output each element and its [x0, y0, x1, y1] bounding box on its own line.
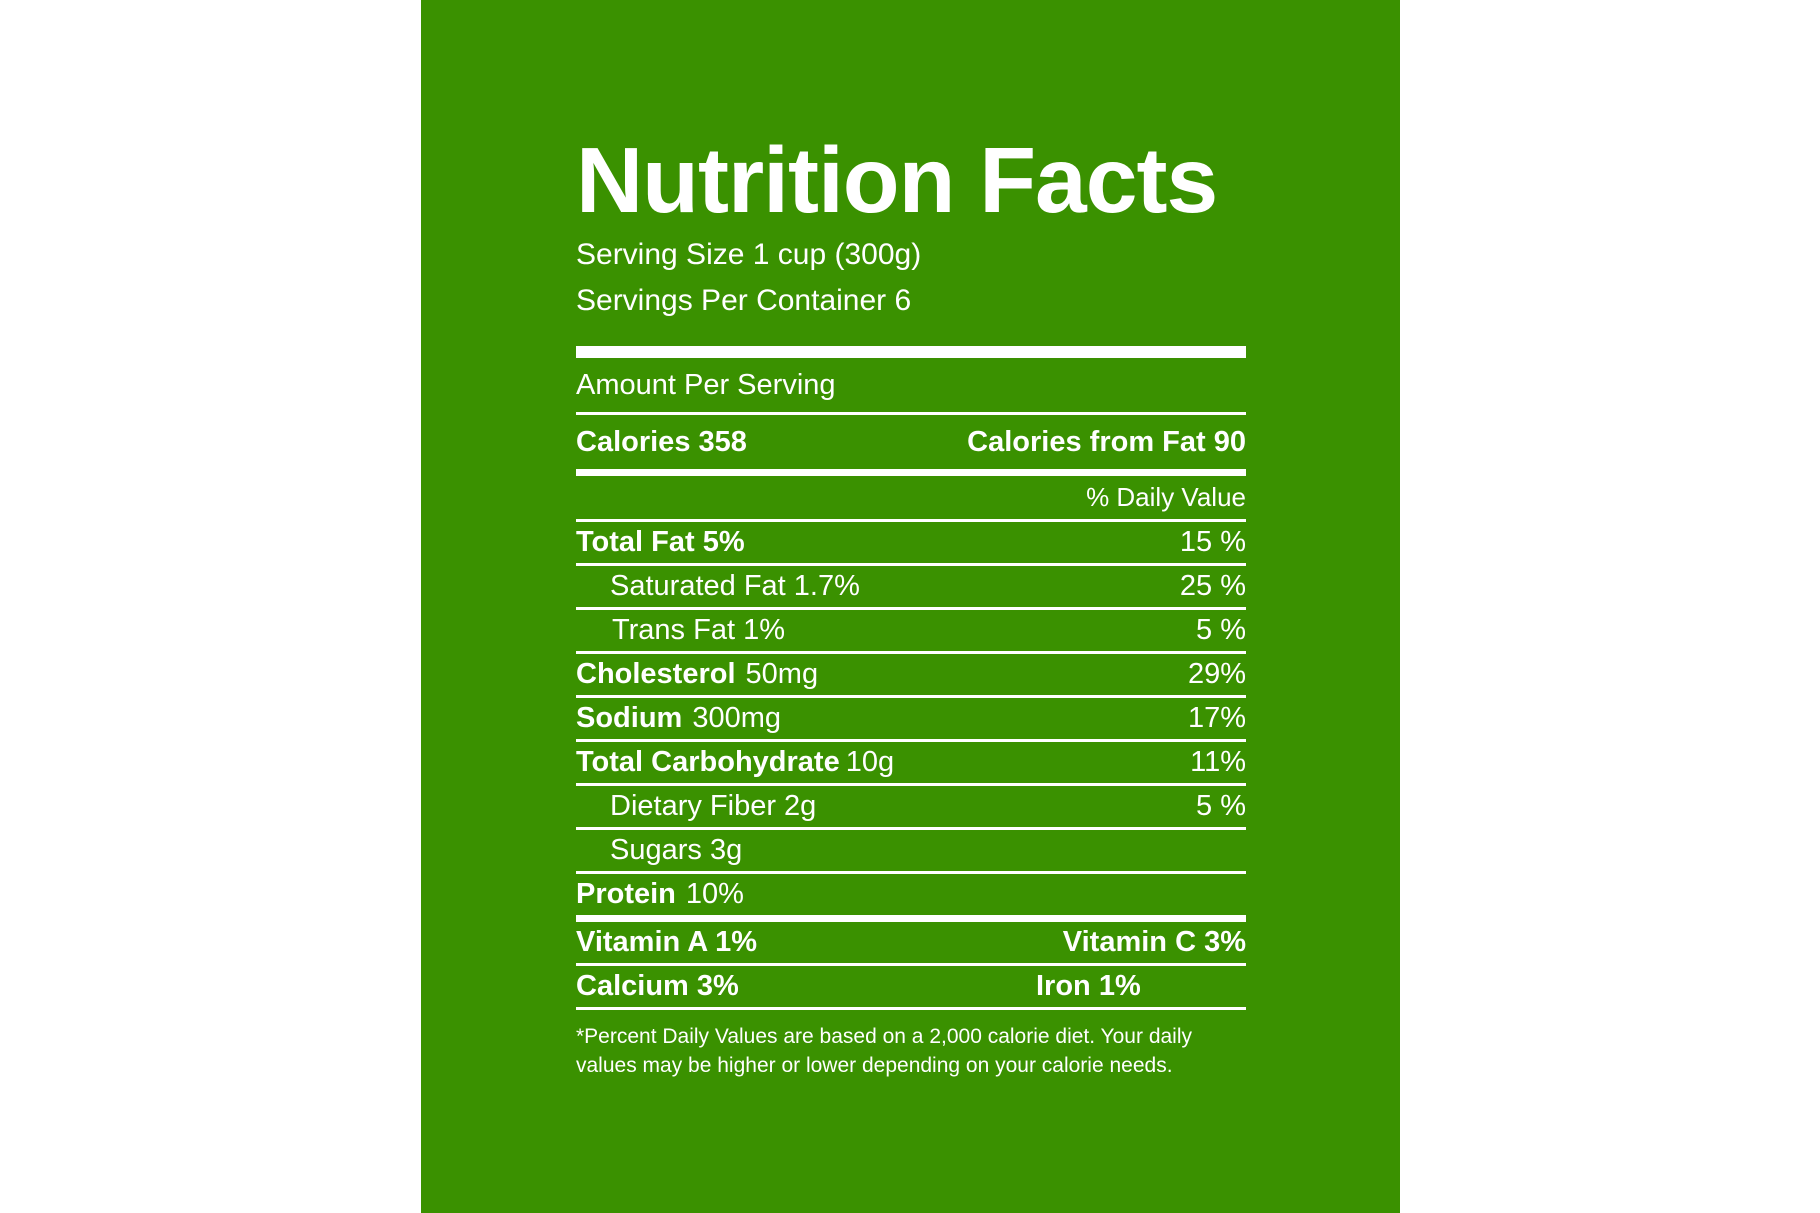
nutrient-name: Trans Fat 1%	[612, 614, 785, 646]
nutrient-row-dietary-fiber: Dietary Fiber 2g 5 %	[576, 786, 1246, 827]
divider-medium	[576, 469, 1246, 476]
divider	[576, 739, 1246, 742]
footnote: *Percent Daily Values are based on a 2,0…	[576, 1025, 1193, 1077]
calories-from-fat: Calories from Fat 90	[967, 425, 1246, 458]
divider	[576, 563, 1246, 566]
nutrient-label: Sodium 300mg	[576, 702, 781, 735]
amount-per-serving: Amount Per Serving	[576, 368, 836, 401]
divider	[576, 412, 1246, 415]
amount-per-serving-row: Amount Per Serving	[576, 358, 1246, 412]
divider	[576, 827, 1246, 830]
nutrient-row-protein: Protein 10%	[576, 874, 1246, 915]
vitamin-c: Vitamin C 3%	[1062, 926, 1246, 958]
iron: Iron 1%	[1036, 970, 1141, 1002]
nutrient-daily-value: 15 %	[1179, 526, 1246, 558]
nutrient-amount: 300mg	[692, 702, 782, 734]
divider	[576, 607, 1246, 610]
nutrient-label: Protein 10%	[576, 878, 744, 911]
calcium: Calcium 3%	[576, 970, 739, 1002]
divider	[576, 651, 1246, 654]
nutrient-daily-value: 25 %	[1179, 570, 1246, 602]
nutrient-row-sodium: Sodium 300mg 17%	[576, 698, 1246, 739]
vitamin-row-1: Vitamin A 1% Vitamin C 3%	[576, 922, 1246, 963]
nutrient-name: Protein	[576, 878, 676, 910]
nutrient-name: Saturated Fat 1.7%	[610, 570, 860, 602]
nutrient-name: Total Fat 5%	[576, 526, 745, 558]
nutrition-label: Nutrition Facts Serving Size 1 cup (300g…	[576, 130, 1246, 1080]
nutrient-daily-value: 5 %	[1196, 614, 1246, 646]
divider	[576, 1007, 1246, 1010]
nutrient-daily-value: 5 %	[1196, 790, 1246, 822]
nutrient-name: Cholesterol	[576, 658, 736, 690]
servings-per-container: Servings Per Container 6	[576, 284, 912, 317]
nutrient-amount: 10%	[685, 878, 744, 910]
label-background	[421, 0, 1400, 1213]
divider	[576, 695, 1246, 698]
vitamin-row-2: Calcium 3% Iron 1%	[576, 966, 1246, 1007]
nutrient-daily-value: 11%	[1190, 746, 1246, 778]
nutrient-row-total-carbohydrate: Total Carbohydrate 10g 11%	[576, 742, 1246, 783]
divider	[576, 783, 1246, 786]
divider-medium	[576, 915, 1246, 922]
nutrient-amount: 50mg	[745, 658, 819, 690]
nutrient-name: Sugars 3g	[610, 834, 743, 866]
nutrient-label: Cholesterol 50mg	[576, 658, 818, 691]
serving-size: Serving Size 1 cup (300g)	[576, 238, 922, 271]
divider	[576, 963, 1246, 966]
vitamin-a: Vitamin A 1%	[576, 926, 758, 958]
nutrient-label: Total Carbohydrate 10g	[576, 746, 894, 779]
nutrient-daily-value: 17%	[1187, 702, 1246, 734]
divider	[576, 519, 1246, 522]
daily-value-header: % Daily Value	[1086, 482, 1246, 512]
daily-value-header-row: % Daily Value	[576, 476, 1246, 519]
divider-thick	[576, 346, 1246, 358]
nutrient-name: Dietary Fiber 2g	[610, 790, 817, 822]
label-title: Nutrition Facts	[576, 128, 1218, 232]
nutrient-row-cholesterol: Cholesterol 50mg 29%	[576, 654, 1246, 695]
nutrient-name: Total Carbohydrate	[576, 746, 840, 778]
calories: Calories 358	[576, 425, 747, 458]
nutrient-daily-value: 29%	[1187, 658, 1246, 690]
divider	[576, 871, 1246, 874]
nutrient-row-total-fat: Total Fat 5% 15 %	[576, 522, 1246, 563]
nutrient-row-trans-fat: Trans Fat 1% 5 %	[576, 610, 1246, 651]
nutrient-row-sugars: Sugars 3g	[576, 830, 1246, 871]
nutrient-name: Sodium	[576, 702, 683, 734]
nutrient-amount: 10g	[845, 746, 895, 778]
calories-row: Calories 358 Calories from Fat 90	[576, 415, 1246, 469]
nutrient-row-saturated-fat: Saturated Fat 1.7% 25 %	[576, 566, 1246, 607]
